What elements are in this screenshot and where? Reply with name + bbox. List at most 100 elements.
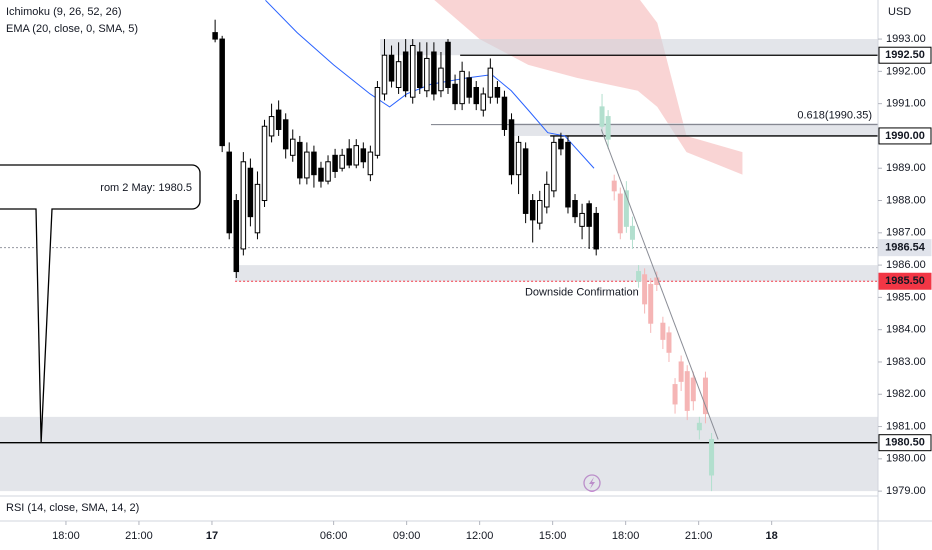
candle-body [593,212,599,250]
candle-body [346,148,352,166]
candle-body [360,148,367,163]
candle-body [611,180,617,192]
callout-text: rom 2 May: 1980.5 [100,182,192,194]
candle-body [529,200,536,221]
y-tick-label: 1981.00 [886,420,926,432]
currency: USD [888,6,911,18]
candle-body [282,119,289,150]
candle-body [544,183,550,208]
rsi-label: RSI (14, close, SMA, 14, 2) [6,502,139,514]
y-tick-label: 1993.00 [886,33,926,45]
trendline [600,129,719,440]
price-label: 1986.54 [885,242,926,254]
candle-body [459,70,465,105]
candle-body [508,119,515,176]
candle-body [431,51,437,95]
candle-body [672,384,678,405]
candle-body [289,138,296,156]
candle-body [339,154,345,169]
candle-body [318,167,324,182]
candle-body [579,212,585,227]
candle-body [629,225,635,240]
candle-body [381,54,388,95]
candle-body [261,125,268,202]
y-tick-label: 1986.00 [886,259,926,271]
y-tick-label: 1989.00 [886,162,926,174]
candle-body [515,141,522,176]
candle-body [709,438,715,476]
y-tick-label: 1982.00 [886,388,926,400]
candle-body [666,332,672,353]
candle-body [452,83,458,105]
candle-body [660,322,666,340]
candle-body [702,377,708,415]
candle-body [219,38,225,147]
x-tick-label: 17 [206,530,218,542]
candle-body [522,148,529,214]
candle-body [642,274,648,305]
candle-body [473,87,479,105]
y-tick-label: 1988.00 [886,194,926,206]
price-label: 1985.50 [885,275,925,287]
y-tick-label: 1984.00 [886,324,926,336]
y-tick-label: 1985.00 [886,291,926,303]
x-tick-label: 12:00 [466,530,494,542]
candle-body [586,203,592,227]
candle-body [558,138,564,150]
candle-body [254,183,261,234]
candle-body [466,77,472,98]
candle-body [304,151,310,179]
candle-body [226,151,232,234]
candle-body [599,106,605,127]
candle-body [494,87,501,98]
annotation: Downside Confirmation [525,286,639,298]
candle-body [402,51,409,92]
candle-body [297,141,303,179]
candle-body [311,151,317,176]
candle-body [247,167,254,218]
y-tick-label: 1980.00 [886,453,926,465]
price-label: 1980.50 [885,437,925,449]
candle-body [374,87,381,156]
candle-body [212,32,218,40]
candle-body [487,67,494,98]
x-tick-label: 06:00 [320,530,348,542]
candle-body [696,422,702,431]
candle-body [388,54,395,82]
y-tick-label: 1983.00 [886,356,926,368]
y-tick-label: 1992.00 [886,65,926,77]
candle-body [636,271,642,282]
indicator-label: Ichimoku (9, 26, 52, 26) [6,6,122,18]
candle-body [395,61,402,89]
y-tick-label: 1987.00 [886,227,926,239]
candle-body [438,67,444,92]
candle-body [617,193,623,234]
candle-body [409,45,416,98]
price-label-box [878,272,932,290]
y-tick-label: 1991.00 [886,98,926,110]
price-label: 1990.00 [885,130,925,142]
x-tick-label: 21:00 [125,530,153,542]
price-label-box [878,46,932,64]
x-tick-label: 18:00 [612,530,640,542]
candle-body [233,200,240,273]
x-tick-label: 21:00 [685,530,713,542]
price-label-box [878,239,932,257]
x-tick-label: 15:00 [539,530,567,542]
candle-body [367,151,374,176]
callout-box [0,164,201,443]
candle-body [684,371,690,411]
candle-body [240,161,247,250]
candle-body [424,57,430,92]
candle-body [678,361,684,382]
y-tick-label: 1979.00 [886,485,926,497]
candle-body [417,51,423,89]
zone [380,39,878,56]
indicator-label: EMA (20, close, 0, SMA, 5) [6,23,138,35]
candle-body [605,116,611,140]
candle-body [325,161,331,182]
price-label-box [878,127,932,145]
x-tick-label: 18:00 [52,530,80,542]
zone [0,416,878,492]
